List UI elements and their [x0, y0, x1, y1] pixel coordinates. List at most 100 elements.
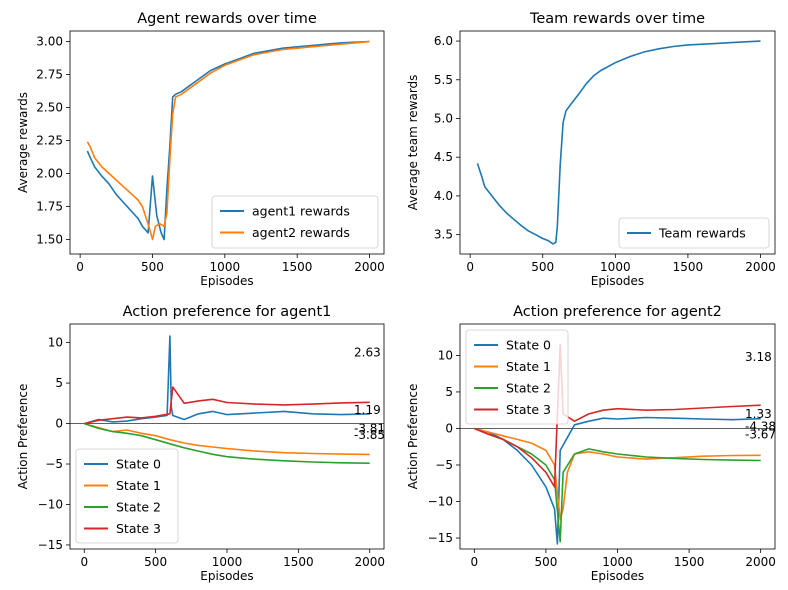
legend-label: State 2: [116, 500, 161, 515]
y-tick-label: −15: [428, 531, 453, 545]
legend-label: State 3: [116, 521, 161, 536]
series-group: [84, 335, 370, 464]
legend-label: State 3: [506, 402, 551, 417]
x-tick-label: 0: [76, 260, 84, 274]
series-line-state-0: [474, 416, 761, 545]
y-axis-label: Average team rewards: [406, 75, 420, 211]
x-tick-label: 1000: [602, 555, 633, 569]
y-tick-label: −15: [38, 538, 63, 552]
chart-panel-3: 0 500 1000 1500 2000 −15 −10 −5 0 5 10 Action prefe…: [16, 304, 385, 583]
axes-frame: [459, 30, 776, 255]
axes-frame: [69, 30, 385, 255]
x-axis-label: Episodes: [200, 274, 253, 288]
y-tick-label: 3.00: [36, 35, 63, 49]
y-tick-label: 6.0: [434, 34, 453, 48]
final-value-annotation: 1.19: [354, 403, 381, 417]
series-line-agent1-rewards: [86, 40, 370, 241]
legend-box: [211, 195, 379, 249]
series-line-agent2-rewards: [86, 40, 370, 241]
legend: agent1 rewards agent2 rewards: [211, 195, 379, 249]
legend: State 0 State 1 State 2 State 3: [465, 329, 569, 425]
series-line-state-0: [84, 335, 370, 425]
y-tick-label: −10: [38, 497, 63, 511]
y-tick-label: 10: [48, 336, 63, 350]
legend-label: Team rewards: [658, 226, 746, 241]
series-line-state-1: [474, 427, 761, 521]
x-tick-label: 500: [531, 260, 554, 274]
series-line-state-1: [84, 422, 370, 456]
legend-label: State 1: [506, 359, 551, 374]
x-tick-label: 1500: [282, 260, 313, 274]
final-value-annotation: 1.33: [745, 407, 772, 421]
series-line-state-3: [473, 343, 761, 488]
y-tick-label: 5.5: [434, 73, 453, 87]
y-tick-label: 3.5: [434, 228, 453, 242]
y-axis-label: Average rewards: [16, 92, 30, 193]
y-tick-label: 2.75: [36, 68, 63, 82]
legend-label: agent2 rewards: [252, 225, 350, 240]
y-tick-label: 2.25: [36, 134, 63, 148]
y-tick-label: −10: [428, 495, 453, 509]
x-tick-label: 0: [466, 260, 474, 274]
series-group: [473, 343, 761, 545]
x-tick-label: 2000: [354, 260, 385, 274]
y-tick-label: 2.00: [36, 167, 63, 181]
chart-title: Action preference for agent1: [123, 304, 332, 320]
series-line-state-2: [84, 422, 370, 464]
x-tick-label: 500: [534, 555, 557, 569]
legend-label: State 1: [116, 478, 161, 493]
x-tick-label: 500: [141, 260, 164, 274]
x-tick-label: 1000: [600, 260, 631, 274]
legend-label: State 0: [116, 457, 161, 472]
final-value-annotation: -3.85: [354, 428, 385, 442]
x-axis-label: Episodes: [591, 569, 644, 583]
legend-label: State 0: [506, 338, 551, 353]
legend: State 0 State 1 State 2 State 3: [75, 448, 179, 544]
x-tick-label: 1500: [673, 260, 704, 274]
y-tick-label: 5: [445, 385, 453, 399]
final-value-annotation: -3.67: [745, 427, 776, 441]
y-tick-label: −5: [435, 458, 453, 472]
series-line-state-2: [473, 427, 761, 543]
series-group: [476, 40, 761, 245]
x-tick-label: 1000: [210, 260, 241, 274]
y-axis-label: Action Preference: [406, 384, 420, 490]
final-value-annotation: 2.63: [354, 345, 381, 359]
x-tick-label: 0: [470, 555, 478, 569]
y-tick-label: 10: [438, 348, 453, 362]
x-tick-label: 1500: [674, 555, 705, 569]
y-tick-label: 5: [55, 376, 63, 390]
y-tick-label: 0: [445, 421, 453, 435]
chart-title: Agent rewards over time: [137, 11, 317, 27]
x-axis-label: Episodes: [200, 569, 253, 583]
y-tick-label: 2.50: [36, 101, 63, 115]
y-tick-label: 1.75: [36, 199, 63, 213]
x-tick-label: 2000: [354, 555, 385, 569]
y-axis-label: Action Preference: [16, 384, 30, 490]
x-tick-label: 2000: [745, 260, 776, 274]
chart-panel-4: 0 500 1000 1500 2000 −15 −10 −5 0 5 10 Action prefe…: [406, 304, 776, 583]
x-axis-label: Episodes: [591, 274, 644, 288]
legend: Team rewards: [618, 217, 770, 249]
legend-box: [75, 448, 179, 544]
y-tick-label: 0: [55, 417, 63, 431]
final-value-annotation: -3.81: [354, 421, 385, 435]
final-value-annotation: 3.18: [745, 350, 772, 364]
y-tick-label: 5.0: [434, 111, 453, 125]
legend-box: [465, 329, 569, 425]
series-line-team-rewards: [476, 40, 761, 245]
series-line-state-3: [84, 386, 370, 425]
series-group: [86, 40, 370, 241]
x-tick-label: 1500: [283, 555, 314, 569]
legend-label: agent1 rewards: [252, 204, 350, 219]
chart-panel-2: 0 500 1000 1500 2000 3.5 4.0 4.5 5.0 5.5 6.0 Team r…: [406, 11, 776, 288]
x-tick-label: 2000: [745, 555, 776, 569]
y-tick-label: 4.5: [434, 150, 453, 164]
x-tick-label: 0: [80, 555, 88, 569]
chart-title: Action preference for agent2: [513, 304, 722, 320]
y-tick-label: −5: [45, 457, 63, 471]
chart-title: Team rewards over time: [529, 11, 705, 27]
legend-label: State 2: [506, 381, 551, 396]
chart-panel-1: 0 500 1000 1500 2000 1.50 1.75 2.00 2.25 2.50 2.75…: [16, 11, 385, 288]
